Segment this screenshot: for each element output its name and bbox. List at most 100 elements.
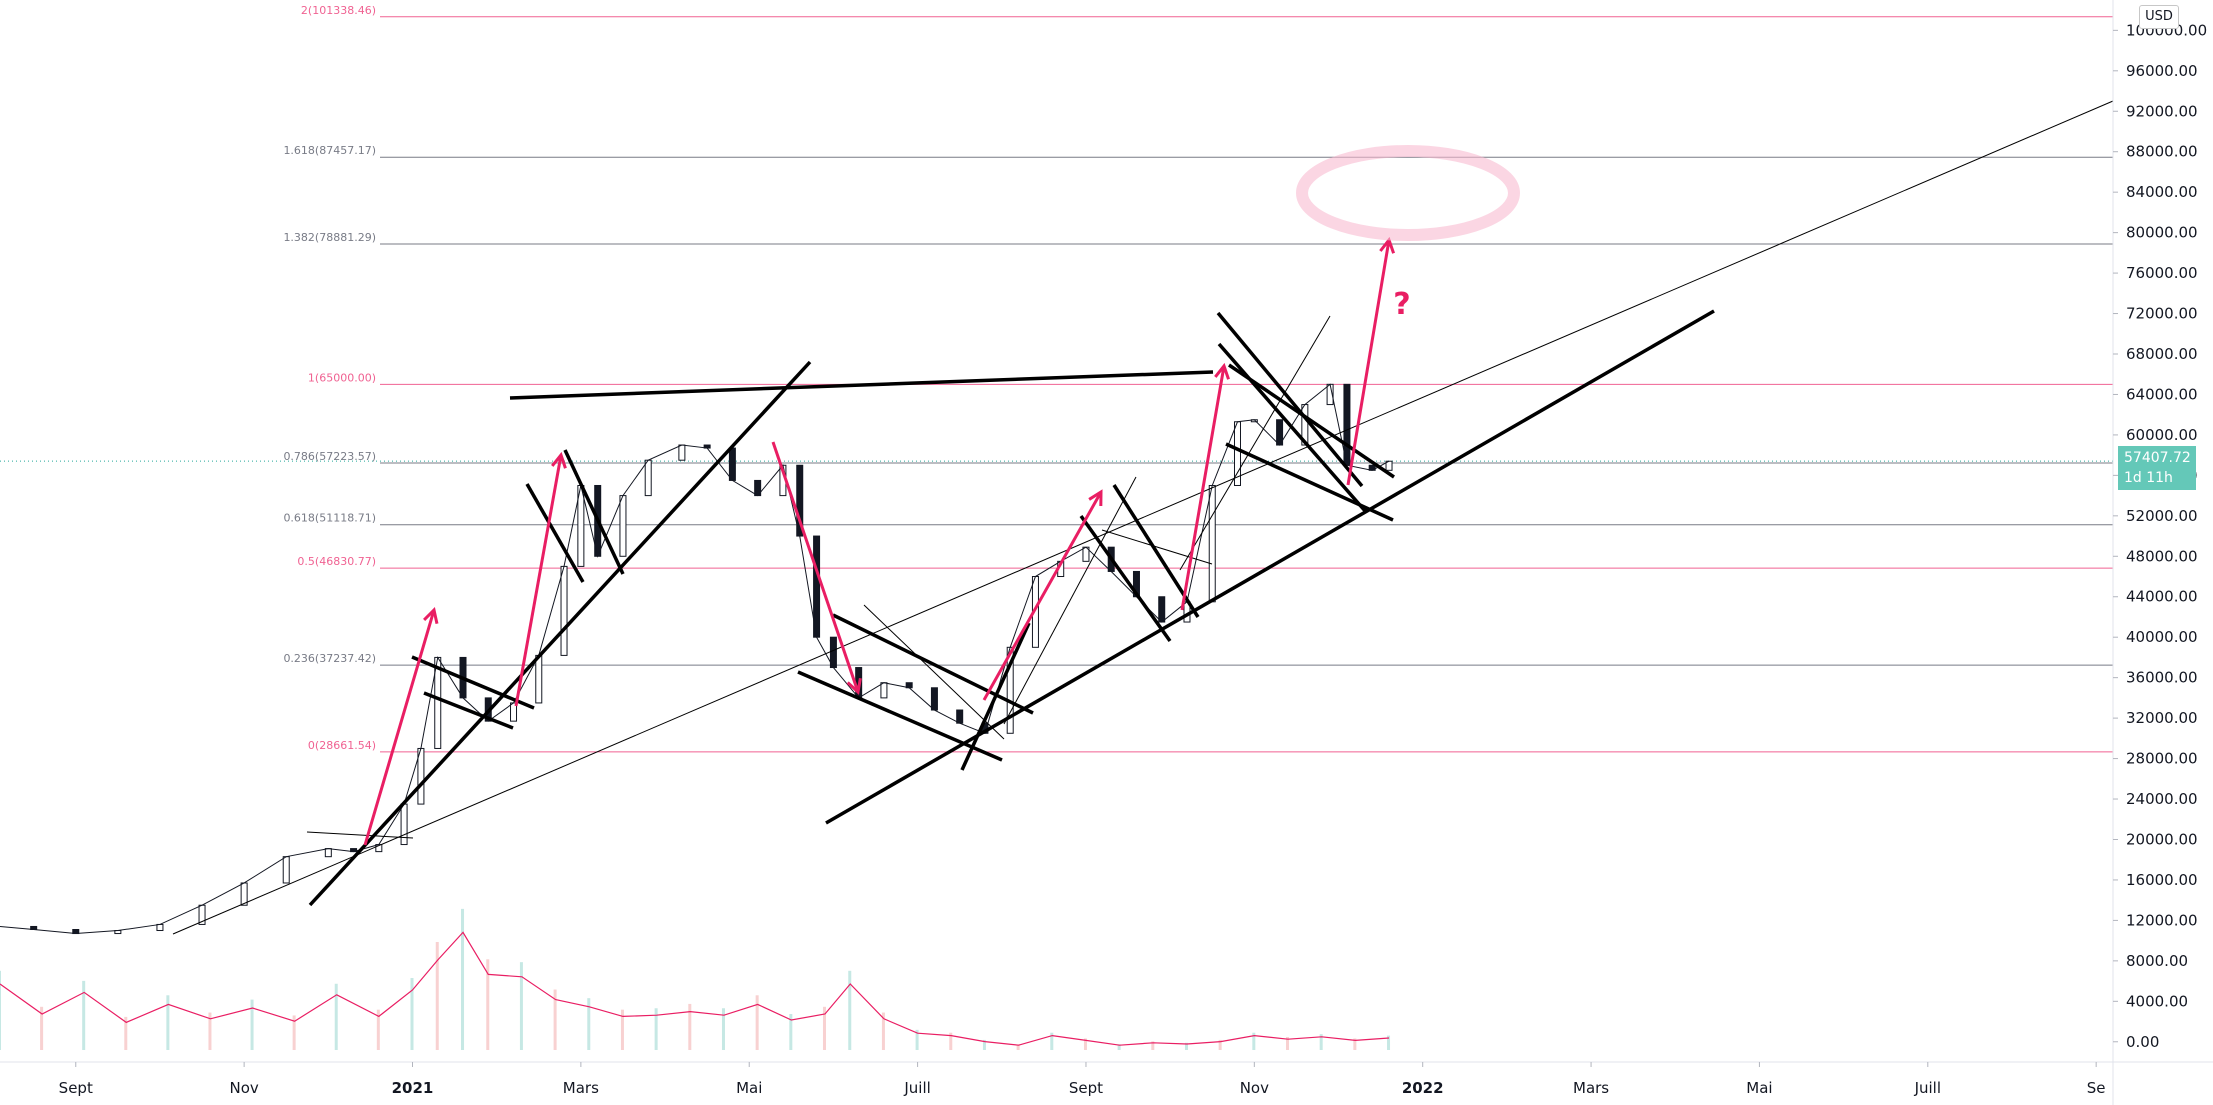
volume-bar bbox=[789, 1014, 793, 1050]
volume-bar bbox=[435, 942, 439, 1050]
projection-arrow bbox=[982, 491, 1103, 701]
fib-level-label: 1.618(87457.17) bbox=[283, 144, 376, 157]
trend-line bbox=[1228, 363, 1395, 479]
trend-drawings[interactable]: ? bbox=[172, 100, 2114, 935]
volume-bar bbox=[721, 1008, 725, 1050]
volume-bar bbox=[620, 1009, 624, 1050]
y-tick-label: 16000.00 bbox=[2126, 871, 2198, 889]
volume-bar bbox=[881, 1012, 885, 1050]
trend-line bbox=[423, 691, 514, 730]
fibonacci-retracement[interactable]: 2(101338.46) 1.618(87457.17) 1.382(78881.2… bbox=[283, 4, 2113, 753]
x-tick-label: Mars bbox=[563, 1079, 599, 1097]
arrow-head bbox=[1214, 362, 1230, 380]
y-tick-label: 40000.00 bbox=[2126, 628, 2198, 646]
x-tick-label: Mai bbox=[736, 1079, 762, 1097]
price-candle bbox=[678, 444, 686, 461]
volume-bar bbox=[1083, 1038, 1087, 1050]
y-tick-label: 92000.00 bbox=[2126, 102, 2198, 120]
y-tick-label: 96000.00 bbox=[2126, 62, 2198, 80]
y-tick-label: 28000.00 bbox=[2126, 750, 2198, 768]
y-tick-label: 12000.00 bbox=[2126, 911, 2198, 929]
price-candle bbox=[644, 459, 652, 497]
projection-arrow bbox=[771, 441, 860, 693]
arrow-head bbox=[1088, 489, 1103, 507]
volume-bar bbox=[1151, 1041, 1155, 1050]
price-candle bbox=[1208, 484, 1216, 603]
x-tick-label: Nov bbox=[229, 1079, 258, 1097]
price-candle bbox=[930, 687, 938, 711]
price-candle bbox=[880, 682, 888, 699]
price-candle bbox=[560, 565, 568, 656]
volume-bar bbox=[124, 1016, 128, 1050]
data-series-layer bbox=[0, 383, 1393, 1050]
volume-bar bbox=[1016, 1044, 1020, 1050]
y-tick-label: 4000.00 bbox=[2126, 992, 2188, 1010]
thin-trend-line bbox=[863, 604, 1005, 740]
fib-level-label: 0.786(57223.57) bbox=[283, 450, 376, 463]
price-candle bbox=[728, 447, 736, 481]
projection-arrow bbox=[1346, 239, 1391, 486]
volume-bar bbox=[376, 1009, 380, 1050]
projection-arrow bbox=[363, 609, 436, 846]
volume-bar bbox=[848, 970, 852, 1050]
trend-line bbox=[509, 370, 1214, 400]
trend-line bbox=[832, 613, 1034, 715]
thin-trend-line bbox=[172, 100, 2114, 935]
fib-level-label: 0.236(37237.42) bbox=[283, 652, 376, 665]
volume-bar bbox=[1353, 1038, 1357, 1050]
projection-arrow bbox=[514, 454, 563, 707]
volume-bar bbox=[982, 1039, 986, 1050]
x-tick-label: Mai bbox=[1746, 1079, 1772, 1097]
y-tick-label: 88000.00 bbox=[2126, 143, 2198, 161]
x-tick-label: 2022 bbox=[1402, 1079, 1444, 1097]
volume-bar bbox=[1218, 1039, 1222, 1050]
thin-trend-line bbox=[1179, 315, 1331, 571]
volume-bar bbox=[1387, 1035, 1391, 1050]
current-price-tag: 57407.72 1d 11h bbox=[2118, 446, 2196, 490]
x-tick-label: Juill bbox=[903, 1079, 930, 1097]
x-tick-label: Nov bbox=[1240, 1079, 1269, 1097]
volume-bar bbox=[486, 959, 490, 1050]
trend-line bbox=[411, 655, 535, 710]
x-tick-label: Juill bbox=[1914, 1079, 1941, 1097]
y-tick-label: 44000.00 bbox=[2126, 588, 2198, 606]
currency-label[interactable]: USD bbox=[2139, 5, 2179, 29]
volume-bar bbox=[1184, 1042, 1188, 1050]
target-zone-ellipse bbox=[1296, 145, 1520, 241]
volume-bar bbox=[250, 999, 254, 1050]
y-tick-label: 36000.00 bbox=[2126, 669, 2198, 687]
volume-bar bbox=[166, 995, 170, 1050]
fib-level-label: 1(65000.00) bbox=[308, 371, 376, 384]
fib-level-label: 0(28661.54) bbox=[308, 739, 376, 752]
y-tick-label: 0.00 bbox=[2126, 1033, 2159, 1051]
volume-bar bbox=[915, 1029, 919, 1050]
thin-trend-line bbox=[1101, 529, 1213, 565]
trend-line bbox=[563, 449, 625, 575]
price-candle bbox=[619, 495, 627, 557]
volume-bar bbox=[519, 962, 523, 1050]
price-line bbox=[0, 383, 1390, 935]
price-candle bbox=[324, 848, 332, 858]
y-tick-label: 52000.00 bbox=[2126, 507, 2198, 525]
fib-level-label: 0.618(51118.71) bbox=[283, 512, 376, 525]
volume-bar bbox=[822, 1006, 826, 1050]
volume-bar bbox=[82, 980, 86, 1050]
current-price-value: 57407.72 bbox=[2124, 450, 2191, 466]
price-candle bbox=[282, 856, 290, 884]
volume-bar bbox=[755, 995, 759, 1050]
volume-bar bbox=[1117, 1044, 1121, 1050]
volume-bar bbox=[688, 1003, 692, 1050]
trend-line bbox=[1217, 342, 1368, 514]
volume-bar bbox=[208, 1012, 212, 1050]
arrow-head bbox=[551, 451, 567, 469]
thin-trend-line bbox=[306, 831, 414, 839]
trend-line bbox=[1225, 442, 1394, 522]
x-tick-label: Sept bbox=[1069, 1079, 1103, 1097]
countdown-label: 1d 11h bbox=[2124, 470, 2173, 486]
x-tick-label: Sept bbox=[59, 1079, 93, 1097]
volume-bar bbox=[1319, 1034, 1323, 1050]
projection-arrow bbox=[1180, 365, 1226, 611]
volume-bar bbox=[654, 1008, 658, 1050]
